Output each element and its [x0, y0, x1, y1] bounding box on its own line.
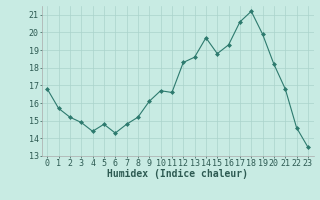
X-axis label: Humidex (Indice chaleur): Humidex (Indice chaleur): [107, 169, 248, 179]
